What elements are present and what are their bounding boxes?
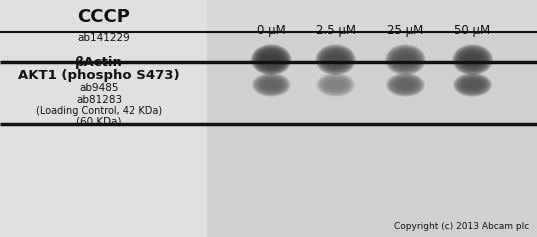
- Ellipse shape: [456, 48, 489, 72]
- Ellipse shape: [458, 49, 487, 70]
- Ellipse shape: [452, 44, 493, 75]
- Ellipse shape: [458, 49, 488, 71]
- Ellipse shape: [388, 46, 423, 73]
- Text: Copyright (c) 2013 Abcam plc: Copyright (c) 2013 Abcam plc: [394, 222, 529, 231]
- Ellipse shape: [455, 75, 490, 95]
- Bar: [207, 62, 537, 124]
- Ellipse shape: [316, 45, 355, 74]
- Text: ab81283: ab81283: [76, 95, 122, 105]
- Ellipse shape: [322, 50, 349, 69]
- Ellipse shape: [252, 73, 291, 97]
- Bar: [207, 32, 537, 124]
- Ellipse shape: [391, 76, 420, 93]
- Ellipse shape: [459, 50, 486, 69]
- Ellipse shape: [454, 73, 491, 96]
- Text: βActin: βActin: [75, 56, 123, 69]
- Ellipse shape: [459, 77, 487, 93]
- Ellipse shape: [391, 49, 420, 70]
- Ellipse shape: [389, 48, 422, 72]
- Ellipse shape: [317, 46, 354, 74]
- Ellipse shape: [387, 46, 424, 74]
- Ellipse shape: [457, 76, 488, 94]
- Ellipse shape: [256, 76, 287, 94]
- Ellipse shape: [388, 74, 423, 96]
- Ellipse shape: [320, 48, 352, 72]
- Ellipse shape: [390, 76, 421, 94]
- Ellipse shape: [257, 49, 286, 70]
- Ellipse shape: [456, 75, 489, 95]
- Ellipse shape: [386, 45, 425, 74]
- Ellipse shape: [257, 76, 286, 93]
- Ellipse shape: [454, 46, 491, 74]
- Ellipse shape: [321, 49, 350, 70]
- Text: (Loading Control, 42 KDa): (Loading Control, 42 KDa): [36, 106, 162, 116]
- Ellipse shape: [252, 73, 290, 96]
- Text: 0 μM: 0 μM: [257, 24, 286, 37]
- Ellipse shape: [387, 73, 424, 96]
- Ellipse shape: [315, 44, 356, 75]
- Ellipse shape: [318, 75, 353, 95]
- Text: 50 μM: 50 μM: [454, 24, 491, 37]
- Ellipse shape: [318, 46, 353, 73]
- Ellipse shape: [389, 47, 422, 72]
- Bar: [0, 0, 207, 237]
- Ellipse shape: [252, 45, 291, 74]
- Text: ab141229: ab141229: [77, 33, 130, 43]
- Ellipse shape: [253, 46, 289, 73]
- Text: (60 KDa): (60 KDa): [76, 116, 122, 127]
- Bar: [207, 0, 537, 62]
- Text: 2.5 μM: 2.5 μM: [316, 24, 355, 37]
- Ellipse shape: [256, 49, 286, 71]
- Ellipse shape: [255, 75, 287, 95]
- Ellipse shape: [385, 44, 426, 75]
- Ellipse shape: [386, 73, 425, 97]
- Ellipse shape: [453, 45, 492, 74]
- Ellipse shape: [455, 46, 490, 73]
- Ellipse shape: [254, 75, 288, 95]
- Ellipse shape: [390, 49, 420, 71]
- Text: CCCP: CCCP: [77, 8, 130, 26]
- Ellipse shape: [258, 50, 285, 69]
- Text: ab9485: ab9485: [79, 83, 119, 93]
- Ellipse shape: [389, 75, 422, 95]
- Ellipse shape: [252, 46, 290, 74]
- Ellipse shape: [456, 47, 489, 72]
- Ellipse shape: [255, 48, 287, 72]
- Ellipse shape: [316, 73, 355, 97]
- Ellipse shape: [319, 47, 352, 72]
- Ellipse shape: [388, 75, 423, 95]
- Ellipse shape: [253, 74, 289, 96]
- Ellipse shape: [321, 49, 351, 71]
- Ellipse shape: [455, 74, 490, 96]
- Ellipse shape: [251, 44, 292, 75]
- Ellipse shape: [317, 73, 354, 96]
- Ellipse shape: [318, 74, 353, 96]
- Ellipse shape: [258, 51, 284, 68]
- Ellipse shape: [255, 47, 288, 72]
- Text: AKT1 (phospho S473): AKT1 (phospho S473): [18, 69, 180, 82]
- Ellipse shape: [453, 73, 492, 97]
- Text: 25 μM: 25 μM: [387, 24, 424, 37]
- Ellipse shape: [458, 76, 487, 93]
- Bar: [207, 32, 537, 237]
